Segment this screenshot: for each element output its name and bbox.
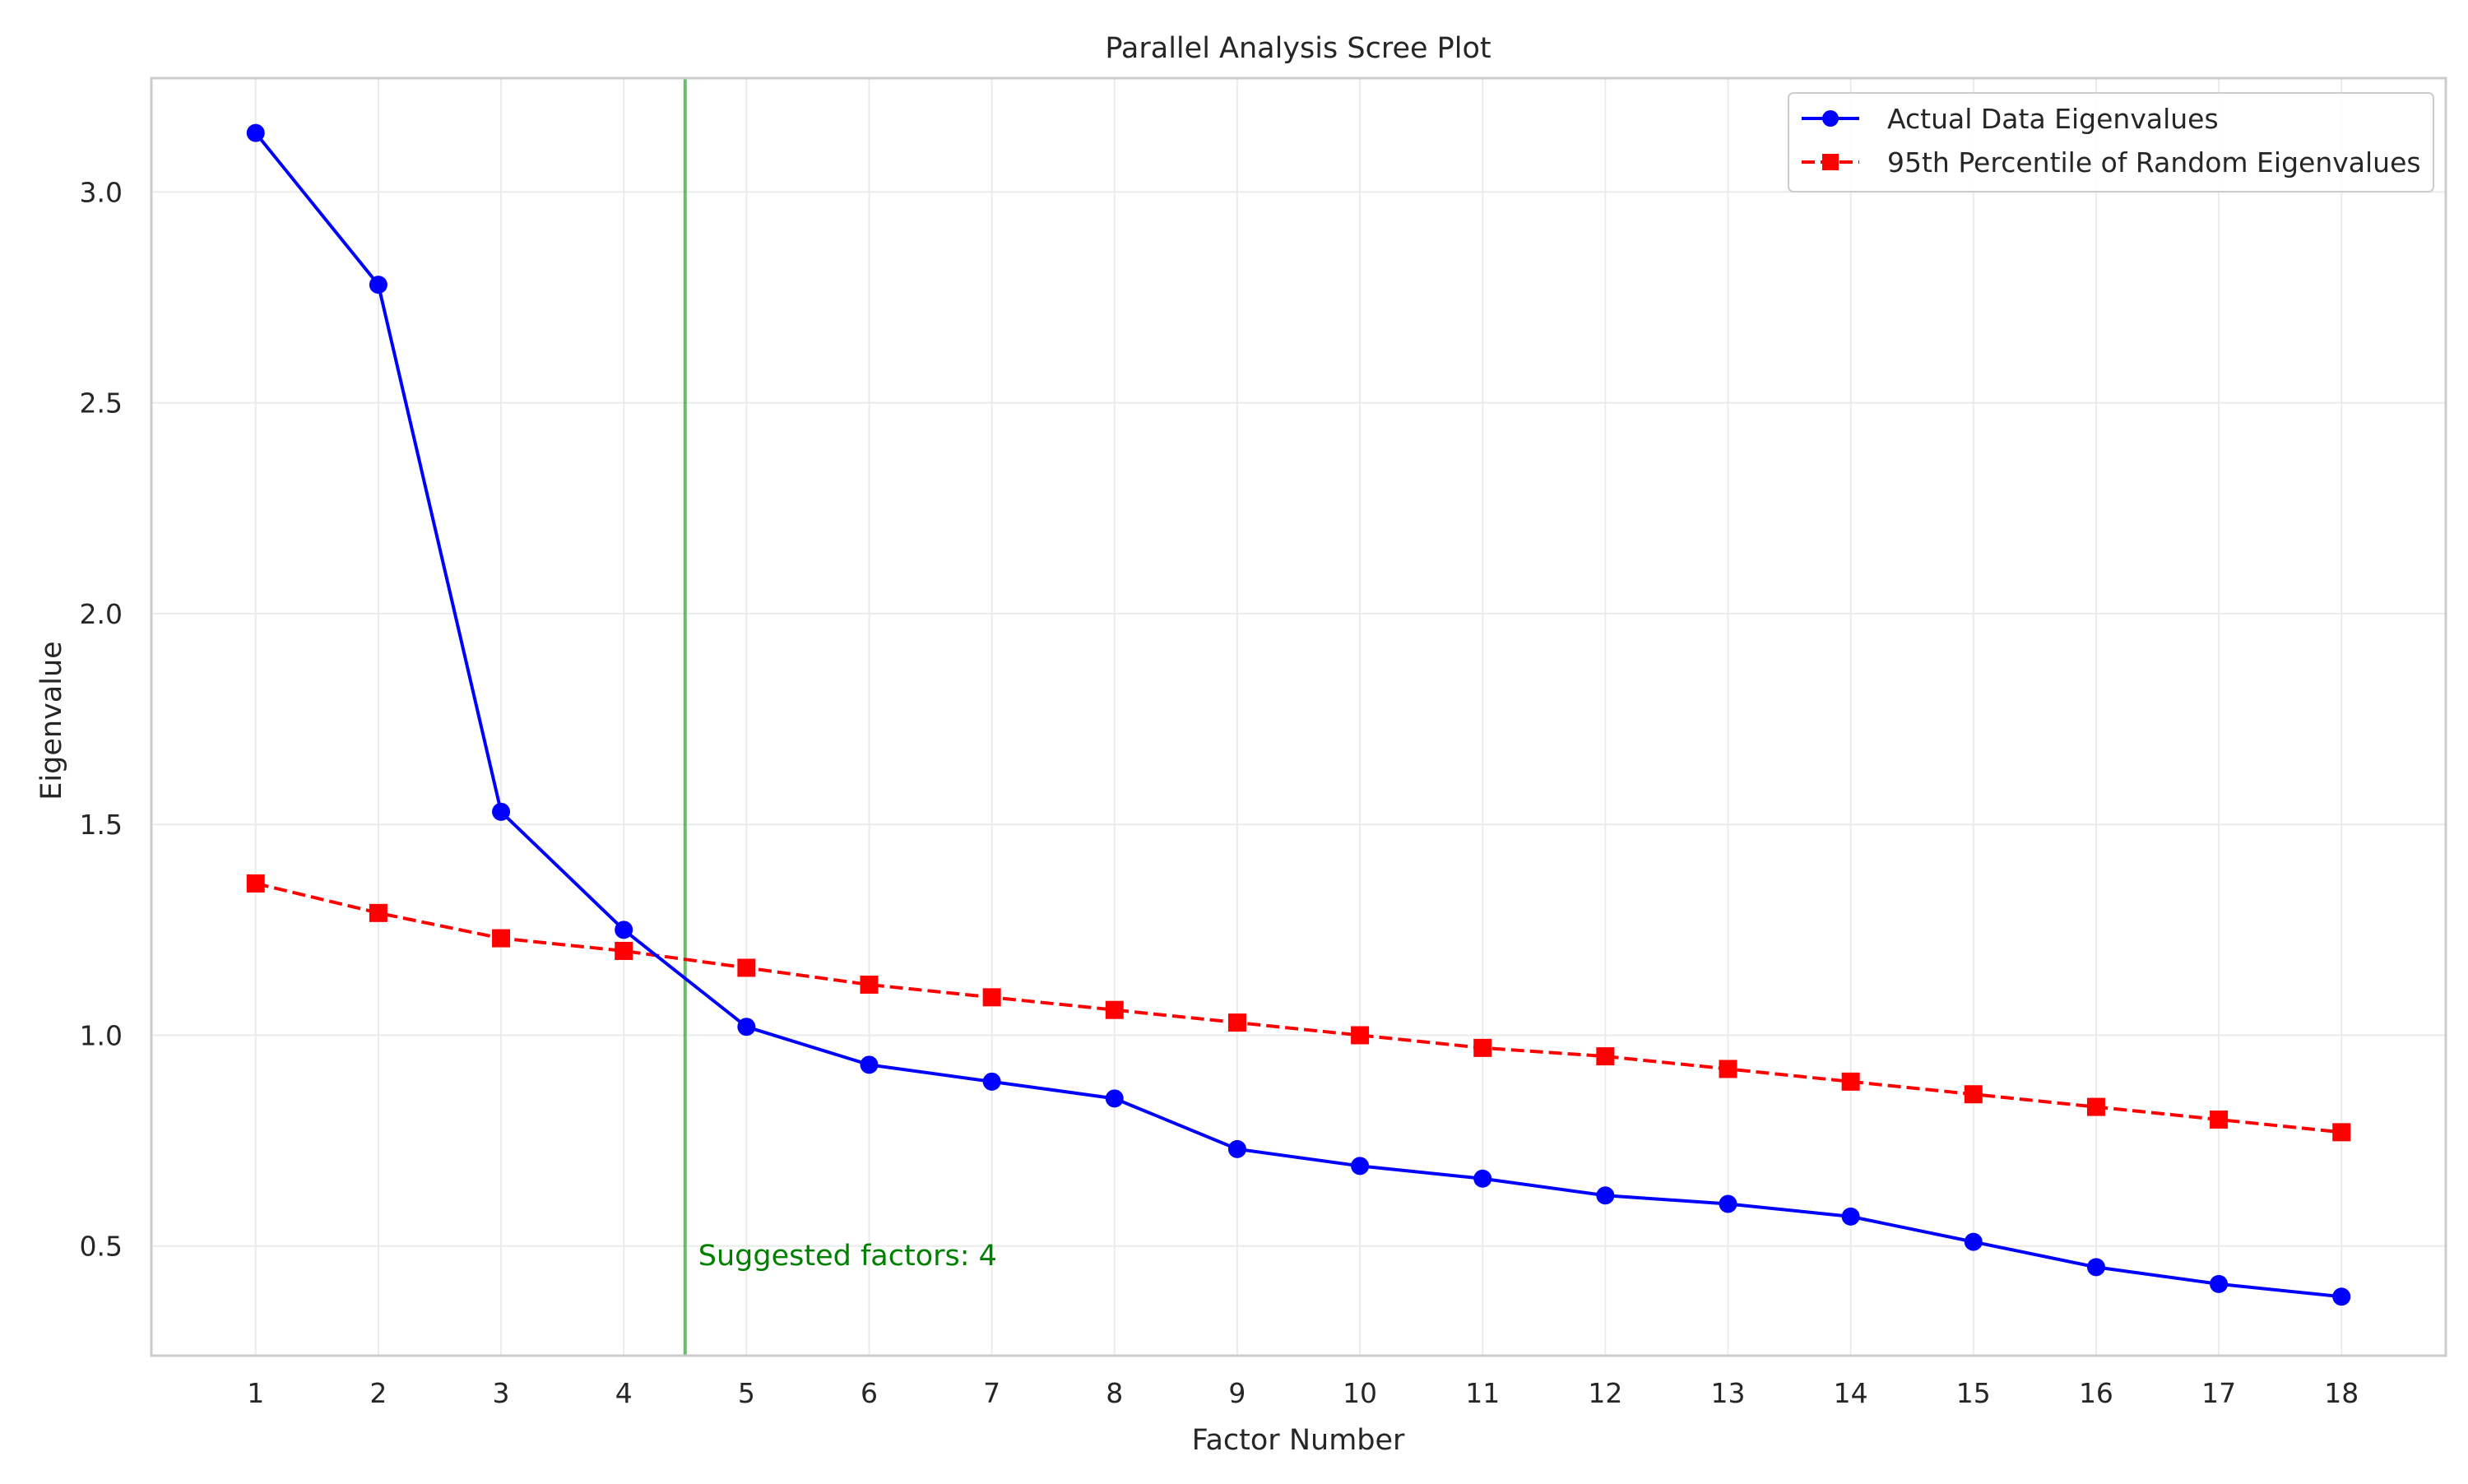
series-line [254, 132, 2342, 1299]
y-tick-label: 1.0 [80, 1019, 123, 1051]
legend: Actual Data Eigenvalues 95th Percentile … [1788, 92, 2434, 192]
series-layer [246, 123, 2351, 1306]
data-point [615, 921, 633, 939]
data-point [1227, 1139, 1246, 1158]
legend-label-random: 95th Percentile of Random Eigenvalues [1887, 146, 2421, 179]
x-tick-label: 14 [1834, 1377, 1868, 1409]
data-point [1227, 1013, 1246, 1032]
x-tick-label: 12 [1588, 1377, 1622, 1409]
data-point [1351, 1157, 1370, 1176]
data-point [737, 958, 756, 977]
y-tick-label: 0.5 [80, 1231, 123, 1263]
x-tick-label: 8 [1106, 1377, 1123, 1409]
data-point [1719, 1060, 1737, 1078]
data-point [2210, 1274, 2229, 1293]
series-line [255, 882, 2342, 1134]
legend-box [1788, 92, 2434, 192]
data-point [1473, 1169, 1492, 1188]
data-point [369, 903, 387, 922]
data-point [1105, 1000, 1124, 1019]
data-point [2086, 1258, 2105, 1277]
x-tick-label: 13 [1711, 1377, 1746, 1409]
data-point [2332, 1287, 2351, 1306]
data-point [615, 941, 633, 960]
x-tick-label: 7 [983, 1377, 1000, 1409]
data-point [1105, 1089, 1124, 1108]
data-point [369, 276, 387, 294]
y-tick-label: 2.0 [80, 598, 123, 630]
data-point [1473, 1038, 1492, 1057]
data-point [1964, 1232, 1983, 1251]
plot-frame [150, 77, 2447, 1357]
x-tick-label: 3 [493, 1377, 510, 1409]
data-point [246, 123, 265, 142]
y-axis-label: Eigenvalue [35, 641, 68, 800]
data-point [246, 874, 265, 893]
data-point [1841, 1072, 1860, 1091]
data-point [2210, 1110, 2229, 1129]
x-tick-label: 1 [247, 1377, 264, 1409]
x-tick-label: 18 [2324, 1377, 2359, 1409]
data-point [982, 1072, 1001, 1091]
y-tick-label: 3.0 [80, 176, 123, 208]
x-tick-label: 5 [738, 1377, 755, 1409]
data-point [860, 1055, 879, 1074]
x-tick-label: 6 [861, 1377, 878, 1409]
data-point [982, 988, 1001, 1007]
x-tick-label: 17 [2201, 1377, 2236, 1409]
y-tick-label: 2.5 [80, 387, 123, 420]
x-tick-label: 2 [369, 1377, 387, 1409]
y-tick-label: 1.5 [80, 809, 123, 841]
data-point [860, 975, 879, 994]
data-point [2332, 1123, 2351, 1142]
legend-marker-random [1822, 154, 1839, 170]
data-point [1351, 1026, 1370, 1045]
data-point [1964, 1085, 1983, 1104]
x-tick-label: 10 [1343, 1377, 1377, 1409]
x-tick-label: 4 [615, 1377, 633, 1409]
data-point [1596, 1047, 1615, 1066]
data-point [492, 802, 511, 821]
data-point [1596, 1186, 1615, 1205]
chart-title: Parallel Analysis Scree Plot [1105, 32, 1491, 65]
x-tick-label: 15 [1956, 1377, 1991, 1409]
tick-layer: 1 2 3 4 5 6 7 8 9 10 11 12 13 14 15 16 17 180.51.01.52.02… [80, 176, 2359, 1409]
legend-label-actual: Actual Data Eigenvalues [1887, 103, 2219, 135]
data-point [737, 1018, 756, 1036]
x-tick-label: 9 [1228, 1377, 1246, 1409]
x-tick-label: 16 [2079, 1377, 2113, 1409]
x-tick-label: 11 [1465, 1377, 1500, 1409]
data-point [492, 929, 511, 948]
data-point [1719, 1194, 1737, 1213]
suggested-factors-label: Suggested factors: 4 [698, 1240, 997, 1273]
data-point [2086, 1097, 2105, 1116]
legend-marker-actual [1822, 110, 1839, 127]
grid-layer [151, 78, 2446, 1356]
x-axis-label: Factor Number [1192, 1424, 1405, 1457]
annotation-layer: Suggested factors: 4 [683, 78, 997, 1356]
data-point [1841, 1207, 1860, 1226]
